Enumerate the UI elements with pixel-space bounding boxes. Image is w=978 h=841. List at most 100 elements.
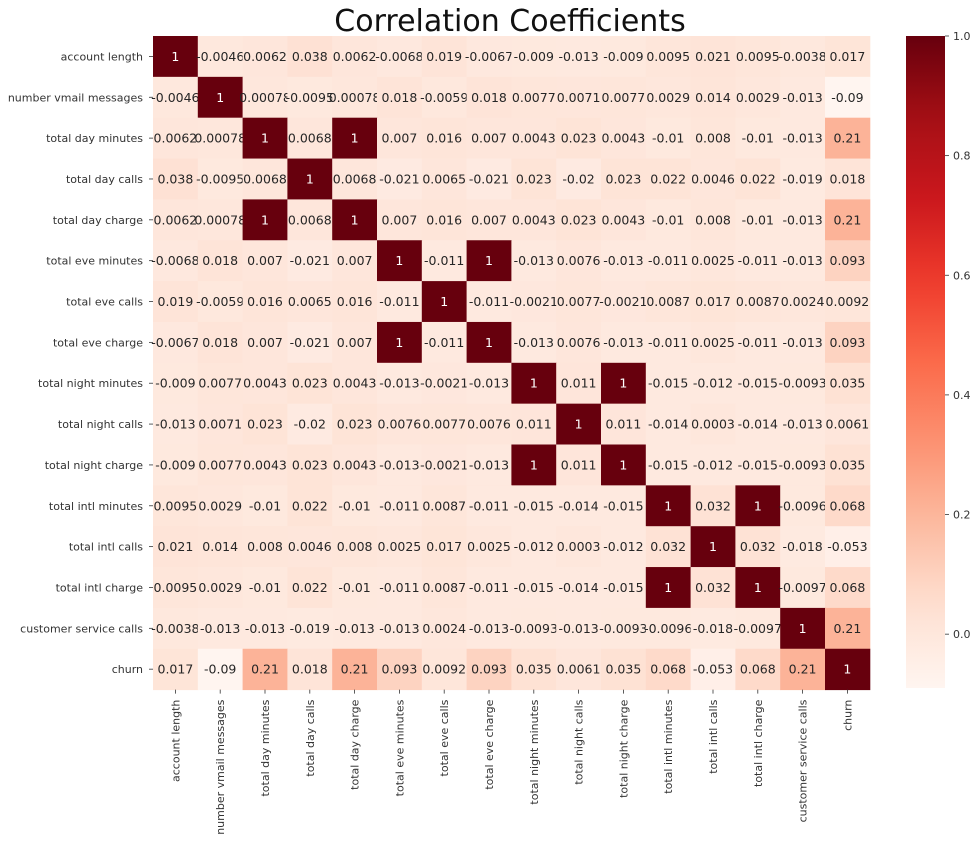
cell-value-label: -0.0059 <box>196 294 244 309</box>
row-tick-label: total eve minutes <box>46 255 143 268</box>
heatmap-cell <box>287 526 333 568</box>
cell-value-label: 0.035 <box>830 376 866 391</box>
cell-value-label: -0.013 <box>558 621 598 636</box>
cell-value-label: -0.011 <box>469 498 509 513</box>
cell-value-label: -0.013 <box>334 621 374 636</box>
cell-value-label: -0.013 <box>469 376 509 391</box>
cell-value-label: -0.01 <box>249 580 281 595</box>
cell-value-label: -0.015 <box>514 498 554 513</box>
heatmap-cell <box>511 362 557 405</box>
heatmap-cell <box>153 444 199 486</box>
heatmap-cell <box>466 321 512 364</box>
cell-value-label: -0.011 <box>379 294 419 309</box>
heatmap-cell <box>421 607 468 650</box>
cell-value-label: 1 <box>799 621 807 636</box>
heatmap-cell <box>153 485 199 527</box>
heatmap-cell <box>153 76 199 119</box>
cell-value-label: 0.016 <box>337 294 373 309</box>
heatmap-cell <box>825 444 871 486</box>
colorbar-tick-label: 0.0 <box>953 628 971 641</box>
heatmap-cell <box>377 76 423 119</box>
row-tick-label: account length <box>61 50 143 63</box>
cell-value-label: 1 <box>306 171 314 186</box>
cell-value-label: 0.011 <box>561 457 597 472</box>
cell-value-label: 0.0087 <box>422 498 466 513</box>
colorbar-tick-label: 0.6 <box>953 269 971 282</box>
heatmap-cell <box>421 526 468 568</box>
heatmap-cell <box>825 117 871 160</box>
heatmap-cell <box>377 648 423 691</box>
column-tick-label: total intl minutes <box>662 699 675 793</box>
heatmap-cell <box>287 403 333 445</box>
heatmap-cell <box>287 117 333 160</box>
cell-value-label: -0.053 <box>693 662 733 677</box>
heatmap-cell <box>332 199 378 241</box>
cell-value-label: 0.0068 <box>288 212 332 227</box>
heatmap-cell <box>645 485 692 527</box>
heatmap-cell <box>825 281 871 323</box>
column-tick-label: total night charge <box>617 699 630 798</box>
heatmap-cell <box>197 36 244 78</box>
cell-value-label: 0.068 <box>650 662 686 677</box>
cell-value-label: 0.0095 <box>736 49 780 64</box>
cell-value-label: 0.21 <box>341 662 369 677</box>
heatmap-cell <box>825 362 871 405</box>
cell-value-label: -0.0068 <box>375 49 423 64</box>
cell-value-label: -0.013 <box>558 49 598 64</box>
cell-value-label: 1 <box>754 498 762 513</box>
heatmap-cell <box>197 567 244 609</box>
colorbar-tick-label: 0.8 <box>953 150 971 163</box>
cell-value-label: 0.0043 <box>512 131 556 146</box>
heatmap-cell <box>421 199 468 241</box>
heatmap-cell <box>735 567 781 609</box>
cell-value-label: 0.023 <box>516 171 552 186</box>
cell-value-label: -0.0093 <box>510 621 558 636</box>
heatmap-cell <box>645 444 692 486</box>
cell-value-label: 1 <box>171 49 179 64</box>
cell-value-label: -0.013 <box>782 131 822 146</box>
column-tick-label: total eve charge <box>483 699 496 789</box>
heatmap-cell <box>556 567 602 609</box>
cell-value-label: 0.0025 <box>378 539 422 554</box>
heatmap-cell <box>197 240 244 282</box>
heatmap-cell <box>601 607 647 650</box>
cell-value-label: -0.018 <box>693 621 733 636</box>
cell-value-label: 0.0077 <box>512 90 556 105</box>
cell-value-label: -0.0038 <box>778 49 826 64</box>
cell-value-label: 0.0029 <box>198 580 242 595</box>
heatmap-cell <box>421 362 468 405</box>
heatmap-cell <box>780 76 826 119</box>
heatmap-cell <box>825 403 871 445</box>
heatmap-cell <box>153 321 199 364</box>
heatmap-cell <box>825 567 871 609</box>
heatmap-cell <box>825 199 871 241</box>
heatmap-cell <box>466 526 512 568</box>
heatmap-cell <box>332 158 378 200</box>
heatmap-cell <box>825 240 871 282</box>
cell-value-label: -0.0067 <box>465 49 513 64</box>
cell-value-label: -0.013 <box>469 621 509 636</box>
heatmap-cell <box>556 648 602 691</box>
cell-value-label: 0.0046 <box>691 171 735 186</box>
heatmap-cell <box>287 444 333 486</box>
heatmap-cell <box>780 117 826 160</box>
heatmap-cell <box>466 281 512 323</box>
heatmap-cell <box>511 199 557 241</box>
cell-value-label: 0.011 <box>606 417 642 432</box>
cell-value-label: 0.038 <box>292 49 328 64</box>
cell-value-label: -0.013 <box>379 457 419 472</box>
heatmap-cell <box>287 648 333 691</box>
column-tick-label: customer service calls <box>797 699 810 822</box>
heatmap-cell <box>735 117 781 160</box>
heatmap-cell <box>466 362 512 405</box>
heatmap-cell <box>242 199 288 241</box>
heatmap-cell <box>601 117 647 160</box>
heatmap-cell <box>825 648 871 691</box>
cell-value-label: 0.0068 <box>243 171 287 186</box>
heatmap-cell <box>556 321 602 364</box>
cell-value-label: -0.009 <box>603 49 643 64</box>
heatmap-cell <box>690 607 736 650</box>
heatmap-cell <box>735 76 781 119</box>
heatmap-cell <box>242 526 288 568</box>
cell-value-label: 0.093 <box>382 662 418 677</box>
